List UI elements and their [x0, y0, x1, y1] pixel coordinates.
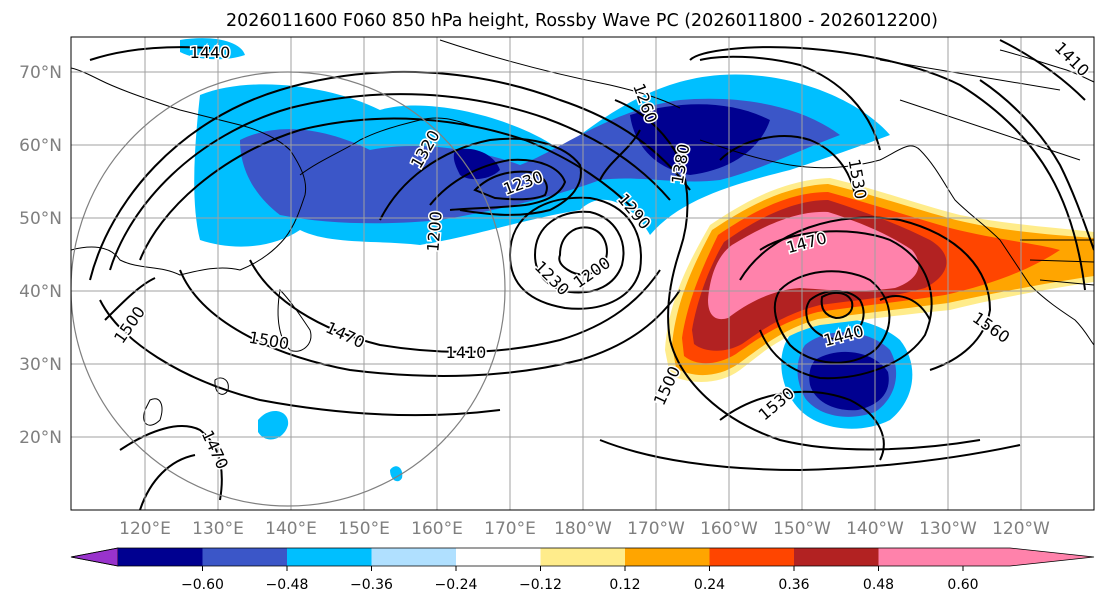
- lon-label: 170°E: [484, 519, 536, 539]
- colorbar-tick-label: 0.24: [694, 577, 725, 593]
- colorbar: −0.60 −0.48 −0.36 −0.24 −0.12 0.12 0.24 …: [70, 547, 1095, 593]
- colorbar-extend-high: [963, 548, 1094, 566]
- colorbar-tick-label: 0.48: [863, 577, 894, 593]
- lon-label: 140°E: [265, 519, 317, 539]
- coastlines: [71, 39, 1094, 426]
- colorbar-segment: [878, 548, 963, 566]
- lon-label: 120°E: [119, 519, 171, 539]
- lon-label: 180°W: [554, 519, 612, 539]
- colorbar-segment: [794, 548, 879, 566]
- contour-label: 1200: [423, 210, 445, 252]
- lon-label: 150°W: [773, 519, 831, 539]
- colorbar-tick-labels: −0.60 −0.48 −0.36 −0.24 −0.12 0.12 0.24 …: [181, 577, 979, 593]
- colorbar-segment: [202, 548, 287, 566]
- range-circle: [71, 71, 506, 507]
- colorbar-segment: [625, 548, 710, 566]
- contour-label: 1410: [446, 343, 487, 362]
- lat-label: 20°N: [19, 428, 62, 448]
- lon-label: 130°W: [919, 519, 977, 539]
- colorbar-segment: [540, 548, 625, 566]
- lon-label: 140°W: [846, 519, 904, 539]
- colorbar-segment: [118, 548, 203, 566]
- lon-label: 160°E: [411, 519, 463, 539]
- colorbar-tick-label: −0.48: [266, 577, 309, 593]
- lat-label: 40°N: [19, 282, 62, 302]
- lat-label: 30°N: [19, 355, 62, 375]
- contour-label: 1440: [190, 43, 231, 62]
- colorbar-outline: [70, 547, 1095, 567]
- colorbar-segment: [709, 548, 794, 566]
- lon-label: 120°W: [992, 519, 1050, 539]
- colorbar-tick-label: 0.36: [778, 577, 809, 593]
- map-panel: 1440 1320 1230 1200 1260 1290 1230 1200 …: [70, 36, 1095, 511]
- lat-label: 60°N: [19, 136, 62, 156]
- latitude-labels: 70°N 60°N 50°N 40°N 30°N 20°N: [19, 63, 62, 448]
- colorbar-tick-label: −0.24: [435, 577, 478, 593]
- colorbar-tick-label: −0.60: [181, 577, 224, 593]
- longitude-labels: 120°E 130°E 140°E 150°E 160°E 170°E 180°…: [119, 519, 1050, 539]
- lat-label: 50°N: [19, 209, 62, 229]
- lon-label: 170°W: [627, 519, 685, 539]
- lon-label: 130°E: [192, 519, 244, 539]
- graticule: [71, 37, 1094, 510]
- colorbar-tick-label: −0.36: [350, 577, 393, 593]
- positive-anomaly-shading: [665, 178, 1094, 382]
- map-title: 2026011600 F060 850 hPa height, Rossby W…: [226, 11, 938, 31]
- colorbar-segment: [456, 548, 541, 566]
- colorbar-segment: [371, 548, 456, 566]
- map-frame: [70, 36, 1095, 511]
- colorbar-segment: [287, 548, 372, 566]
- lon-label: 150°E: [338, 519, 390, 539]
- colorbar-tick-label: −0.12: [519, 577, 562, 593]
- colorbar-tick-label: 0.60: [947, 577, 978, 593]
- colorbar-tick-label: 0.12: [609, 577, 640, 593]
- colorbar-ticks: [202, 566, 964, 571]
- lon-label: 160°W: [700, 519, 758, 539]
- lat-label: 70°N: [19, 63, 62, 83]
- colorbar-extend-low: [70, 547, 119, 567]
